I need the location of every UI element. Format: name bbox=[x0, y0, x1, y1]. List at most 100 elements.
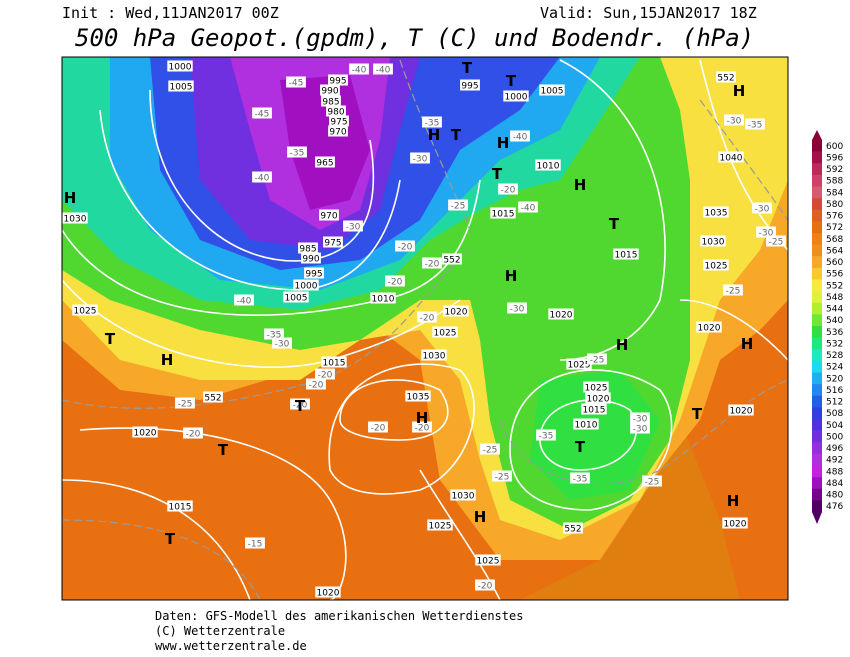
label-bg bbox=[566, 358, 592, 370]
label-bg bbox=[306, 378, 326, 390]
map-frame bbox=[61, 56, 789, 601]
colorbar-label: 500 bbox=[826, 432, 843, 442]
pressure-center: H bbox=[416, 409, 429, 427]
label-bg bbox=[581, 403, 607, 415]
map-label: 970 bbox=[320, 212, 337, 222]
pressure-center: H bbox=[616, 336, 629, 354]
label-bg bbox=[536, 429, 556, 441]
label-bg bbox=[766, 235, 786, 247]
map-label: 1020 bbox=[730, 407, 753, 417]
label-bg bbox=[203, 391, 223, 403]
label-bg bbox=[723, 284, 743, 296]
map-label: 1025 bbox=[434, 329, 457, 339]
label-bg bbox=[421, 349, 447, 361]
label-bg bbox=[62, 212, 88, 224]
label-bg bbox=[498, 183, 518, 195]
colorbar-label: 504 bbox=[826, 421, 843, 431]
colorbar-box bbox=[812, 244, 822, 257]
map-label: 1000 bbox=[169, 63, 192, 73]
label-bg bbox=[570, 472, 590, 484]
label-bg bbox=[422, 116, 442, 128]
colorbar-label: 588 bbox=[826, 177, 843, 187]
map-label: 995 bbox=[305, 270, 322, 280]
label-bg bbox=[370, 292, 396, 304]
map-label: 965 bbox=[316, 159, 333, 169]
colorbar-label: 492 bbox=[826, 456, 843, 466]
label-bg bbox=[395, 240, 415, 252]
label-bg bbox=[460, 79, 480, 91]
map-label: 1015 bbox=[492, 210, 515, 220]
label-bg bbox=[587, 353, 607, 365]
colorbar-label: 568 bbox=[826, 235, 843, 245]
colorbar-label: 524 bbox=[826, 363, 843, 373]
map-label: 1015 bbox=[323, 359, 346, 369]
label-bg bbox=[368, 421, 388, 433]
colorbar-box bbox=[812, 151, 822, 164]
map-label: 1005 bbox=[285, 294, 308, 304]
label-bg bbox=[168, 80, 194, 92]
label-bg bbox=[301, 252, 321, 264]
map-label: -45 bbox=[255, 110, 270, 120]
label-bg bbox=[573, 418, 599, 430]
label-bg bbox=[443, 305, 469, 317]
label-bg bbox=[507, 302, 527, 314]
map-label: -30 bbox=[346, 223, 361, 233]
map-label: -20 bbox=[425, 260, 440, 270]
label-bg bbox=[326, 105, 346, 117]
map-label: -20 bbox=[309, 381, 324, 391]
map-label: 1025 bbox=[585, 384, 608, 394]
colorbar-label: 564 bbox=[826, 246, 843, 256]
map-label: 1015 bbox=[583, 406, 606, 416]
label-bg bbox=[718, 151, 744, 163]
label-bg bbox=[630, 412, 650, 424]
map-label: -30 bbox=[275, 340, 290, 350]
colorbar-box bbox=[812, 209, 822, 222]
label-bg bbox=[287, 146, 307, 158]
colorbar-box bbox=[812, 395, 822, 408]
colorbar-label: 516 bbox=[826, 386, 843, 396]
map-label: -35 bbox=[748, 121, 763, 131]
colorbar-label: 544 bbox=[826, 305, 843, 315]
map-label: 1025 bbox=[429, 522, 452, 532]
label-bg bbox=[716, 71, 736, 83]
label-bg bbox=[448, 199, 468, 211]
label-bg bbox=[319, 209, 339, 221]
colorbar-label: 576 bbox=[826, 212, 843, 222]
label-bg bbox=[548, 308, 574, 320]
colorbar-box bbox=[812, 477, 822, 490]
map-label: 1035 bbox=[407, 393, 430, 403]
label-bg bbox=[290, 398, 310, 410]
colorbar-label: 532 bbox=[826, 339, 843, 349]
label-bg bbox=[245, 537, 265, 549]
map-label: -20 bbox=[415, 424, 430, 434]
pressure-center: H bbox=[64, 189, 77, 207]
label-bg bbox=[432, 326, 458, 338]
label-bg bbox=[321, 356, 347, 368]
label-bg bbox=[417, 311, 437, 323]
map-label: -30 bbox=[633, 415, 648, 425]
map-label: -20 bbox=[186, 430, 201, 440]
label-bg bbox=[585, 392, 611, 404]
colorbar-box bbox=[812, 360, 822, 373]
map-label: -25 bbox=[645, 478, 660, 488]
pressure-center: T bbox=[609, 215, 620, 233]
map-label: -15 bbox=[248, 540, 263, 550]
footer-source: Daten: GFS-Modell des amerikanischen Wet… bbox=[155, 609, 523, 623]
label-bg bbox=[535, 159, 561, 171]
map-label: -40 bbox=[237, 297, 252, 307]
label-bg bbox=[510, 130, 530, 142]
map: 1000100599599098598097597096597097598599… bbox=[62, 57, 788, 600]
colorbar-label: 592 bbox=[826, 165, 843, 175]
map-label: -35 bbox=[539, 432, 554, 442]
map-label: 1020 bbox=[317, 589, 340, 599]
label-bg bbox=[745, 118, 765, 130]
label-bg bbox=[696, 321, 722, 333]
map-label: 1035 bbox=[705, 209, 728, 219]
map-label: 1005 bbox=[541, 87, 564, 97]
label-bg bbox=[272, 337, 292, 349]
label-bg bbox=[286, 76, 306, 88]
footer-url: www.wetterzentrale.de bbox=[155, 639, 307, 653]
map-label: -30 bbox=[755, 205, 770, 215]
